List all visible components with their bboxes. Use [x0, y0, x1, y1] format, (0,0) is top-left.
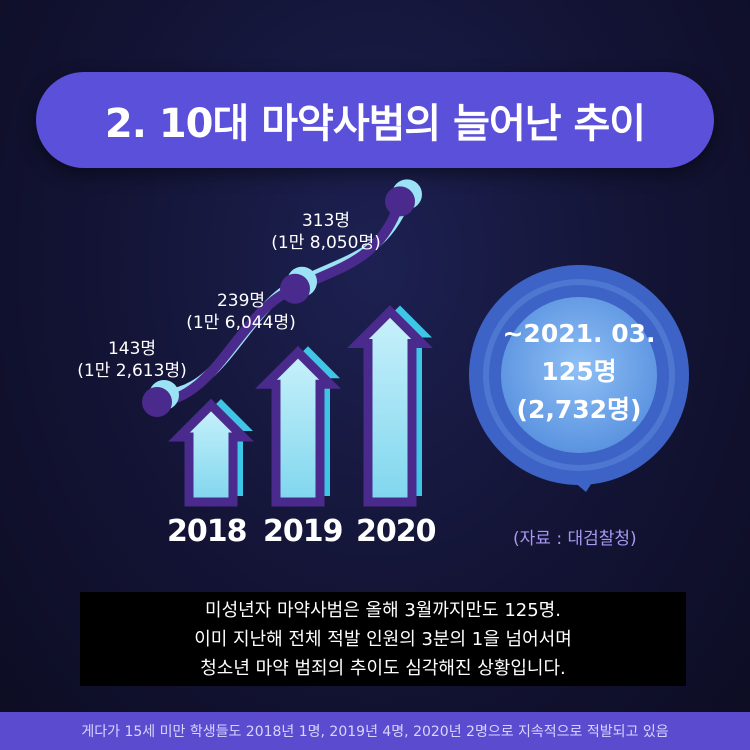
description-line: 미성년자 마약사범은 올해 3월까지만도 125명. [205, 599, 561, 621]
bubble-total: (2,732명) [516, 395, 642, 424]
bubble-count: 125명 [541, 357, 617, 386]
bubble-inner [501, 297, 657, 453]
arrow-bar-2019 [255, 345, 341, 507]
year-label-2019: 2019 [263, 514, 343, 549]
point-total: (1만 8,050명) [271, 233, 381, 253]
footer-bar: 게다가 15세 미만 학생들도 2018년 1명, 2019년 4명, 2020… [0, 712, 750, 750]
description-box: 미성년자 마약사범은 올해 3월까지만도 125명. 이미 지난해 전체 적발 … [80, 592, 686, 686]
page-title: 2. 10대 마약사범의 늘어난 추이 [104, 101, 646, 147]
arrow-body [255, 345, 341, 507]
point-count: 313명 [301, 211, 351, 231]
speech-bubble [469, 265, 689, 492]
bubble-tail [560, 470, 600, 492]
point-count: 143명 [107, 339, 157, 359]
year-label-2018: 2018 [167, 514, 247, 549]
footer-note: 게다가 15세 미만 학생들도 2018년 1명, 2019년 4명, 2020… [81, 724, 669, 740]
year-label-2020: 2020 [356, 514, 436, 549]
point-label-2018: 143명 (1만 2,613명) [72, 338, 192, 382]
data-point-2020 [385, 186, 415, 217]
arrow-bar-2020 [347, 305, 433, 507]
point-count: 239명 [216, 291, 266, 311]
bubble-period: ~2021. 03. [502, 319, 656, 348]
bubble-text: ~2021. 03. 125명 (2,732명) [489, 315, 669, 429]
description-line: 이미 지난해 전체 적발 인원의 3분의 1을 넘어서며 [194, 628, 572, 650]
point-label-2020: 313명 (1만 8,050명) [266, 210, 386, 254]
data-point-2019 [280, 273, 310, 304]
description-line: 청소년 마약 범죄의 추이도 심각해진 상황입니다. [200, 657, 566, 679]
point-total: (1만 2,613명) [77, 361, 187, 381]
data-point-2018 [142, 387, 172, 417]
title-banner: 2. 10대 마약사범의 늘어난 추이 [36, 72, 714, 168]
arrow-bar-2018 [168, 398, 254, 507]
point-label-2019: 239명 (1만 6,044명) [181, 290, 301, 334]
arrow-body [347, 305, 433, 507]
source-label: (자료 : 대검찰청) [513, 529, 637, 549]
point-total: (1만 6,044명) [186, 313, 296, 333]
arrow-body [168, 398, 254, 507]
